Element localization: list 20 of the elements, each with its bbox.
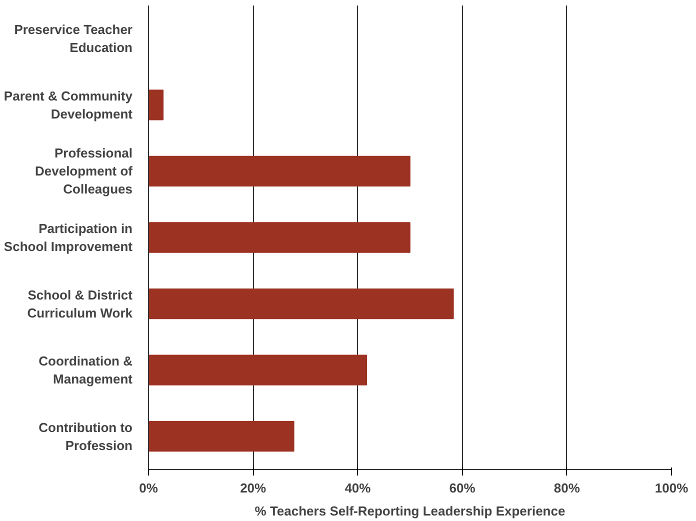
y-tick-label: Contribution to Profession: [38, 420, 133, 453]
y-tick-label: Participation in School Improvement: [4, 221, 134, 254]
y-tick-label: Parent & Community Development: [4, 88, 134, 122]
bar: [148, 222, 410, 253]
y-tick-label: Coordination & Management: [38, 354, 134, 387]
x-tick-label: 40%: [344, 480, 372, 496]
x-tick-label: 80%: [554, 480, 580, 496]
x-tick-label: 0%: [139, 480, 158, 496]
bar: [148, 354, 367, 386]
x-tick-label: 20%: [240, 480, 267, 496]
y-tick-label: Preservice Teacher Education: [14, 22, 133, 56]
x-axis-title: % Teachers Self-Reporting Leadership Experience: [254, 504, 566, 518]
bar: [148, 90, 164, 120]
y-tick-label: Professional Development of Colleagues: [34, 146, 134, 197]
bar: [148, 288, 454, 320]
bar: [148, 156, 410, 187]
x-tick-label: 100%: [654, 480, 689, 496]
bar: [148, 421, 294, 452]
y-tick-label: School & District Curriculum Work: [27, 287, 134, 320]
x-tick-label: 60%: [449, 480, 476, 496]
